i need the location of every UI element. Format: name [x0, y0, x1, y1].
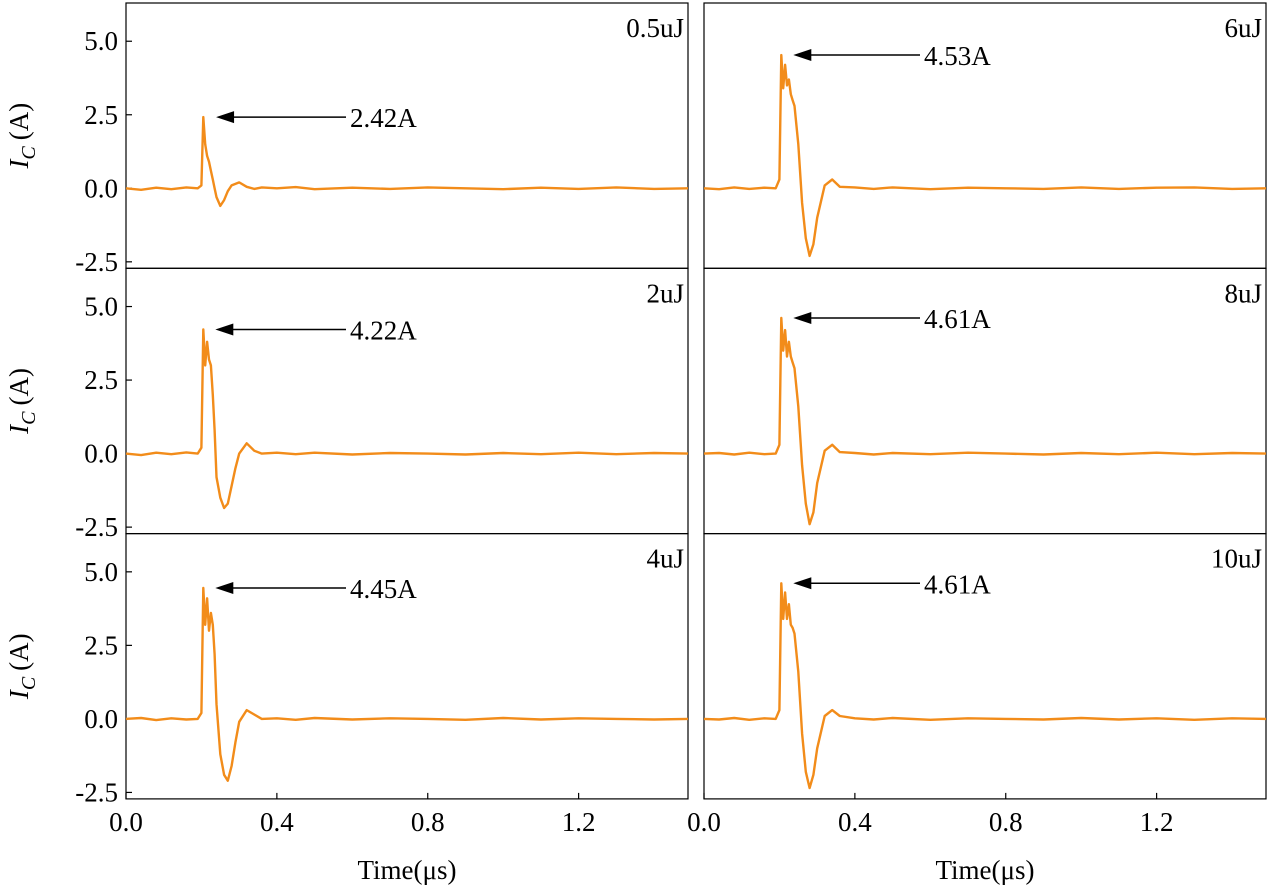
- x-tick-label: 0.8: [411, 807, 445, 837]
- y-axis-unit: (A): [4, 633, 34, 670]
- arrow-head: [793, 577, 812, 590]
- x-tick-label: 0.4: [260, 807, 294, 837]
- y-tick-label: 5.0: [84, 26, 118, 56]
- peak-label: 4.61A: [924, 304, 991, 334]
- peak-label: 4.22A: [350, 315, 417, 345]
- arrow-head: [793, 49, 812, 62]
- data-line: [703, 316, 1267, 526]
- energy-label: 10uJ: [1211, 544, 1262, 574]
- y-axis-unit: (A): [4, 103, 34, 140]
- y-tick-label: 2.5: [84, 100, 118, 130]
- x-axis-label: Time(μs): [936, 855, 1035, 885]
- data-line: [125, 328, 689, 510]
- x-tick-label: 0.0: [687, 807, 721, 837]
- peak-label: 4.61A: [924, 569, 991, 599]
- energy-label: 8uJ: [1224, 278, 1262, 308]
- y-axis-symbol: I: [4, 688, 34, 700]
- data-line: [703, 582, 1267, 790]
- arrow-head: [216, 111, 235, 124]
- x-tick-label: 1.2: [562, 807, 596, 837]
- data-line: [125, 115, 689, 208]
- arrow-head: [215, 323, 234, 336]
- y-tick-label: 0.0: [84, 704, 118, 734]
- y-tick-label: 5.0: [84, 292, 118, 322]
- data-line: [703, 53, 1267, 258]
- y-tick-label: -2.5: [75, 512, 118, 542]
- plot-frame: [125, 267, 689, 535]
- y-axis-label: IC (A): [4, 103, 40, 170]
- y-axis-symbol: I: [4, 423, 34, 435]
- y-tick-label: -2.5: [75, 777, 118, 807]
- y-tick-label: 2.5: [84, 365, 118, 395]
- arrow-head: [215, 582, 234, 595]
- energy-label: 6uJ: [1224, 13, 1262, 43]
- y-axis-unit: (A): [4, 368, 34, 405]
- y-axis-label: IC (A): [4, 633, 40, 700]
- x-tick-label: 0.4: [838, 807, 872, 837]
- y-tick-label: -2.5: [75, 247, 118, 277]
- plot-frame: [125, 532, 689, 800]
- y-axis-subscript: C: [18, 146, 40, 160]
- peak-label: 2.42A: [350, 103, 417, 133]
- x-axis-label: Time(μs): [358, 855, 457, 885]
- plot-frame: [125, 2, 689, 269]
- y-tick-label: 5.0: [84, 557, 118, 587]
- peak-label: 4.53A: [924, 41, 991, 71]
- energy-label: 4uJ: [646, 544, 684, 574]
- y-tick-label: 2.5: [84, 630, 118, 660]
- energy-label: 0.5uJ: [626, 13, 684, 43]
- y-axis-subscript: C: [18, 676, 40, 690]
- y-axis-label: IC (A): [4, 368, 40, 435]
- x-tick-label: 0.8: [989, 807, 1023, 837]
- y-tick-label: 0.0: [84, 439, 118, 469]
- x-tick-label: 1.2: [1140, 807, 1174, 837]
- energy-label: 2uJ: [646, 278, 684, 308]
- arrow-head: [793, 312, 812, 325]
- data-line: [125, 586, 689, 782]
- peak-label: 4.45A: [350, 574, 417, 604]
- x-tick-label: 0.0: [109, 807, 143, 837]
- y-axis-subscript: C: [18, 411, 40, 425]
- plot-frame: [703, 532, 1267, 800]
- y-axis-symbol: I: [4, 158, 34, 170]
- y-tick-label: 0.0: [84, 173, 118, 203]
